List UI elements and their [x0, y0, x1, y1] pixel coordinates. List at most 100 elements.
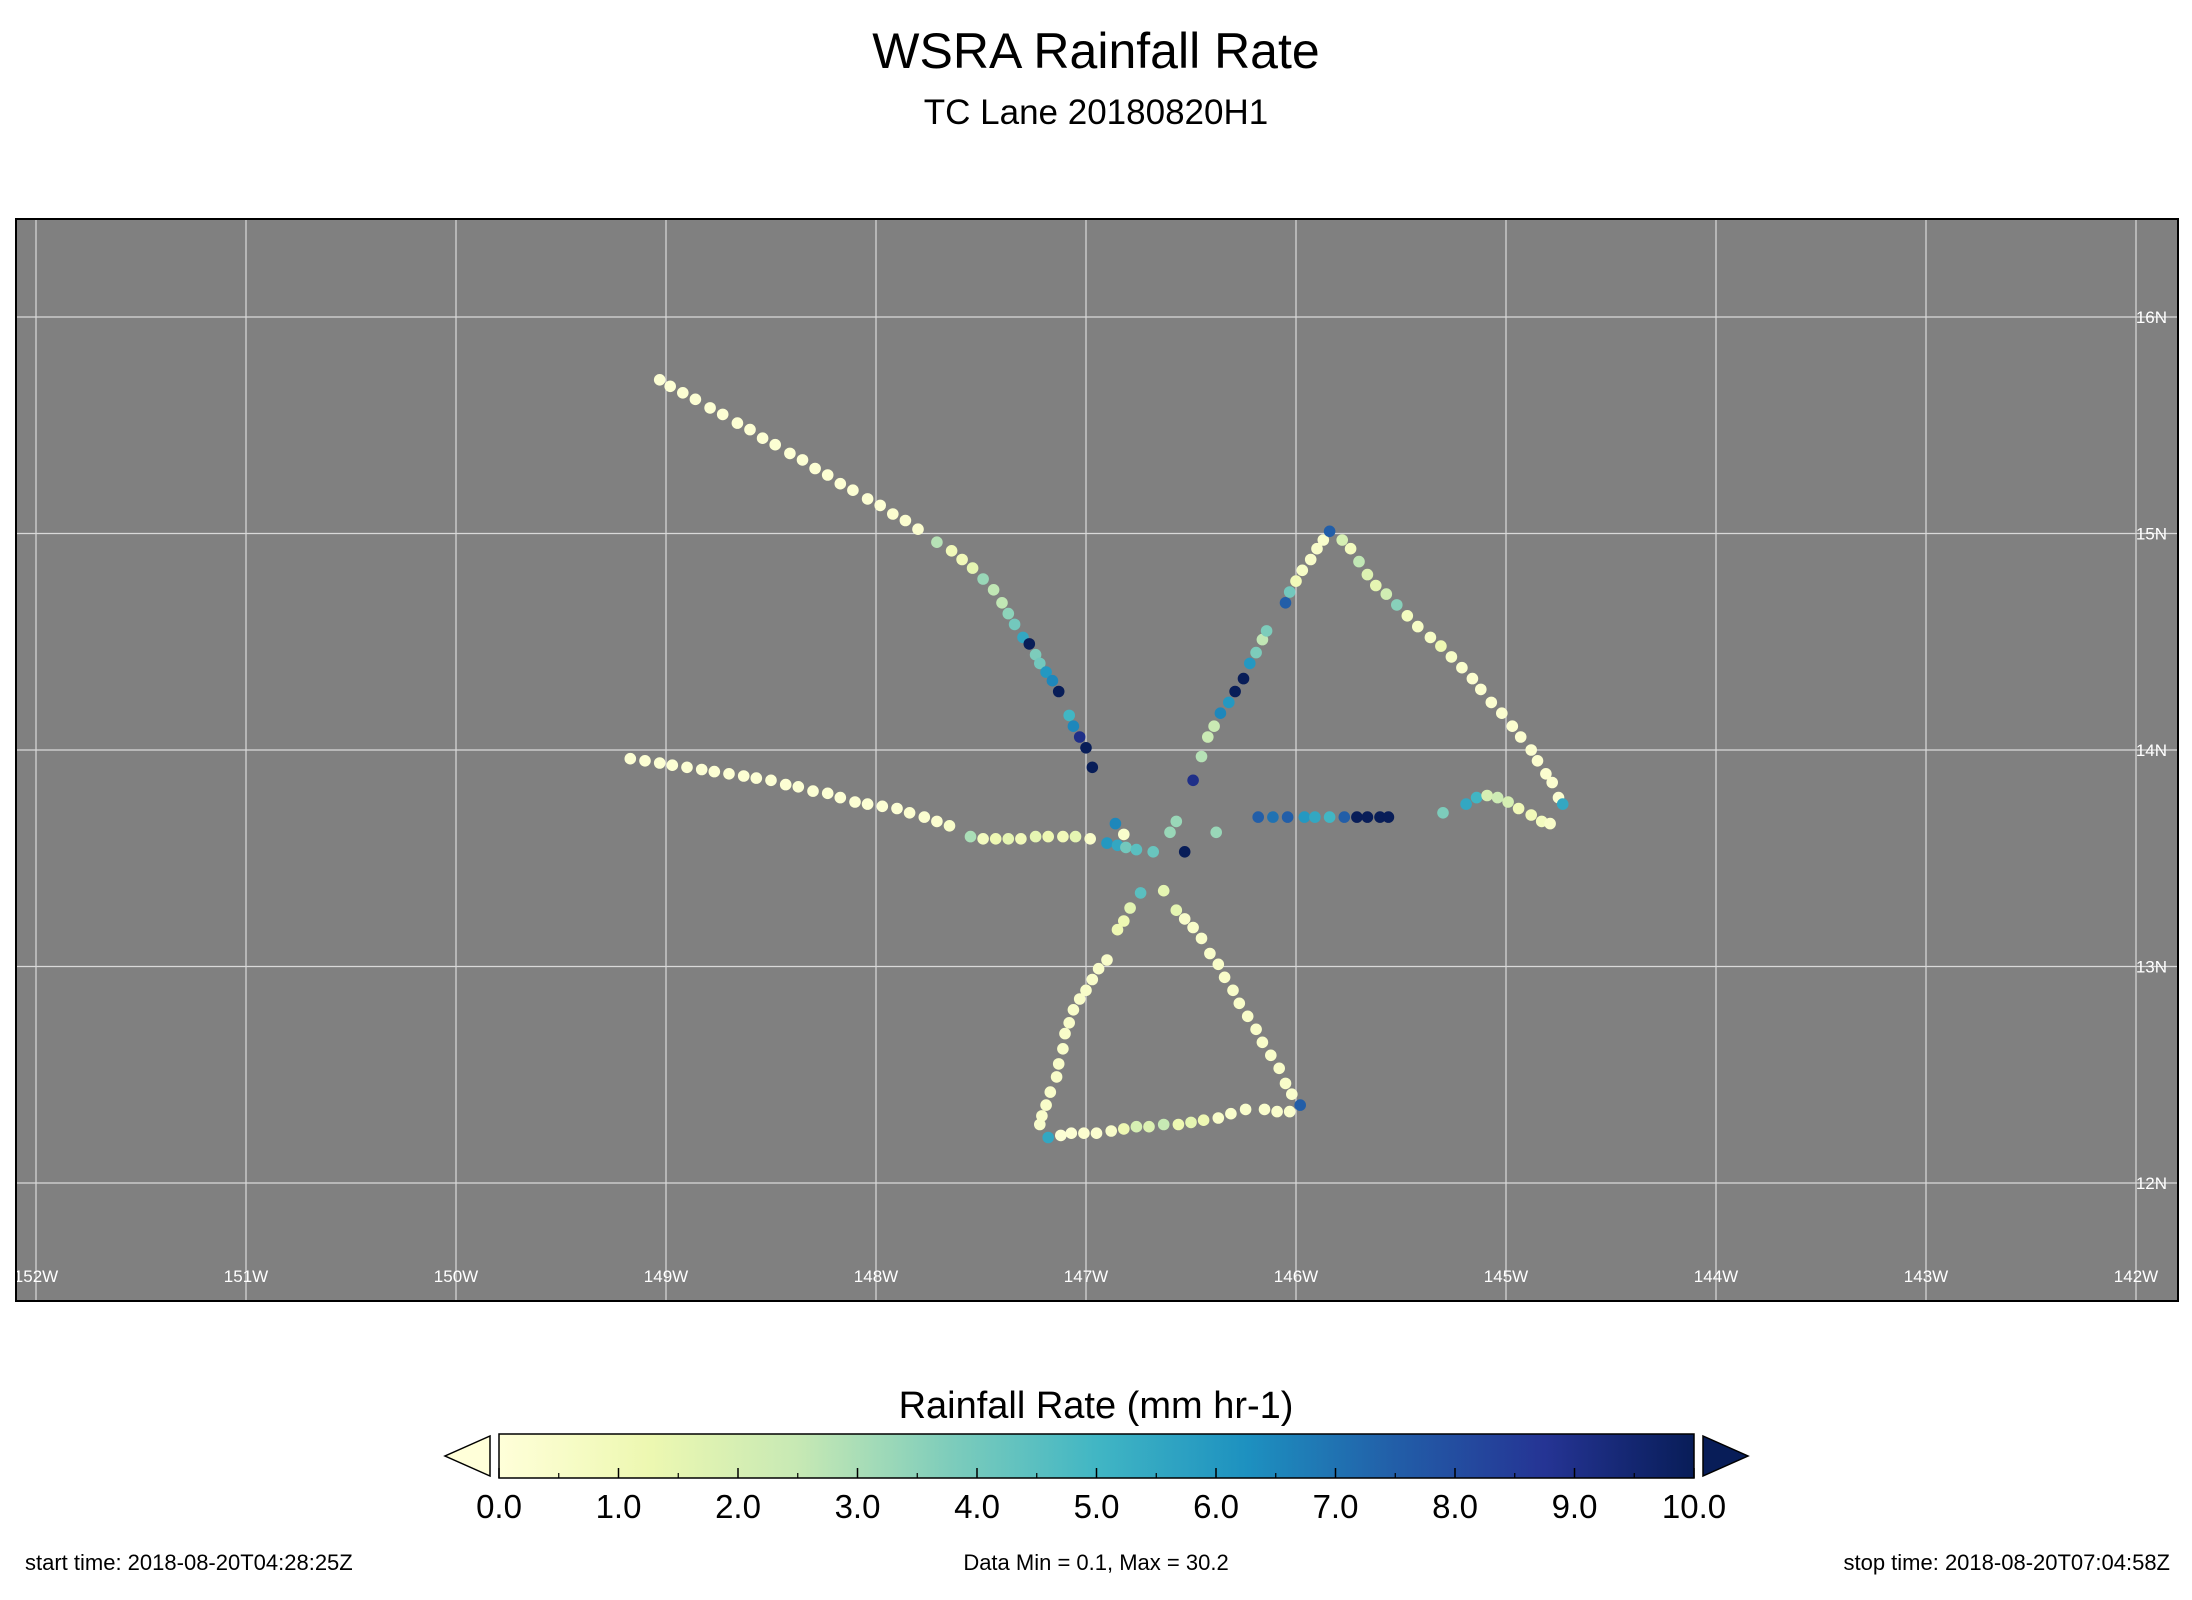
chart-title: WSRA Rainfall Rate — [872, 23, 1320, 79]
rain-point — [1506, 720, 1519, 732]
rain-point — [1556, 798, 1569, 810]
rain-point — [1338, 811, 1351, 823]
colorbar-label: Rainfall Rate (mm hr-1) — [898, 1385, 1294, 1427]
rain-point — [945, 545, 958, 557]
rain-point — [1323, 525, 1336, 538]
rain-point — [1052, 1058, 1065, 1070]
rain-point — [744, 423, 756, 436]
rain-point — [1078, 1127, 1090, 1139]
flight-track-points — [624, 374, 1569, 1144]
rain-point — [1178, 846, 1191, 858]
colorbar-tick-label: 8.0 — [1432, 1488, 1478, 1525]
rain-point — [1531, 755, 1544, 767]
rain-point — [807, 785, 819, 797]
rain-point — [821, 787, 834, 800]
rain-point — [1084, 833, 1096, 845]
rain-point — [849, 796, 861, 808]
rain-point — [1080, 984, 1092, 997]
rain-point — [1401, 610, 1414, 622]
rain-point — [874, 499, 886, 512]
rain-point — [1002, 833, 1015, 845]
rain-point — [1134, 887, 1147, 899]
rain-point — [769, 438, 781, 451]
rain-point — [1237, 672, 1250, 685]
y-tick-label: 15N — [2136, 525, 2167, 544]
rain-point — [1361, 811, 1374, 823]
colorbar-low-extension — [443, 1434, 491, 1478]
rain-point — [1229, 685, 1241, 698]
rain-point — [1204, 947, 1216, 960]
x-tick-label: 146W — [1274, 1267, 1318, 1286]
rain-point — [708, 765, 721, 778]
rain-point — [1073, 731, 1086, 743]
rain-point — [723, 768, 735, 780]
rain-point — [903, 807, 916, 819]
rain-point — [1080, 742, 1092, 754]
rain-point — [1502, 796, 1514, 808]
rain-point — [809, 462, 821, 475]
x-tick-labels: 152W 151W 150W 149W 148W 147W 146W 145W 144W 143W… — [14, 1267, 2158, 1286]
rain-point — [1147, 846, 1159, 858]
rain-point — [1067, 720, 1080, 732]
rain-point — [891, 802, 903, 815]
rain-point — [1317, 534, 1330, 546]
rain-point — [1195, 932, 1208, 945]
rain-point — [1057, 830, 1069, 843]
x-tick-label: 150W — [434, 1267, 478, 1286]
rain-point — [834, 477, 847, 490]
rain-point — [1057, 1043, 1069, 1055]
rain-point — [1445, 651, 1458, 663]
rain-point — [899, 514, 912, 527]
rain-point — [1170, 815, 1183, 828]
y-tick-label: 16N — [2136, 308, 2167, 327]
start-time: start time: 2018-08-20T04:28:25Z — [25, 1550, 353, 1575]
x-tick-label: 149W — [644, 1267, 688, 1286]
rain-point — [653, 374, 666, 386]
rain-point — [1281, 811, 1294, 823]
rain-point — [1323, 811, 1336, 823]
rain-point — [1311, 542, 1323, 555]
rain-point — [1466, 672, 1479, 685]
rain-point — [1092, 962, 1105, 975]
rain-point — [887, 508, 899, 520]
rain-point — [1052, 685, 1065, 698]
rain-point — [1265, 1049, 1277, 1062]
rain-point — [1050, 1071, 1063, 1083]
rain-point — [1412, 620, 1424, 633]
rain-point — [1185, 1116, 1197, 1129]
rain-point — [1475, 683, 1487, 696]
rain-point — [765, 774, 777, 787]
rain-point — [1252, 811, 1264, 823]
colorbar-tick-label: 0.0 — [476, 1488, 522, 1525]
rain-point — [1336, 534, 1348, 546]
rain-point — [1241, 1010, 1254, 1023]
colorbar-tick-label: 1.0 — [596, 1488, 642, 1525]
colorbar-gradient — [498, 1433, 1695, 1479]
rain-point — [1370, 579, 1382, 592]
rain-point — [1309, 811, 1321, 823]
rain-point — [1118, 1123, 1130, 1135]
colorbar-tick-label: 5.0 — [1074, 1488, 1120, 1525]
rain-point — [964, 830, 977, 843]
rain-point — [966, 562, 979, 574]
rain-point — [677, 387, 689, 399]
rain-point — [1391, 599, 1403, 611]
rain-point — [639, 755, 651, 767]
colorbar-tick-label: 6.0 — [1193, 1488, 1239, 1525]
rain-point — [912, 523, 924, 535]
rain-point — [1187, 921, 1199, 934]
rain-point — [1296, 564, 1309, 577]
rain-point — [1178, 913, 1191, 925]
rain-point — [1210, 826, 1222, 839]
rain-point — [1101, 954, 1113, 966]
rain-point — [1069, 830, 1082, 843]
rain-point — [1525, 809, 1537, 821]
rain-point — [1208, 720, 1220, 732]
x-tick-label: 148W — [854, 1267, 898, 1286]
rain-point — [1227, 984, 1239, 997]
rain-point — [1059, 1027, 1071, 1040]
chart-subtitle: TC Lane 20180820H1 — [923, 93, 1269, 132]
rain-point — [1002, 607, 1015, 620]
rain-point — [1351, 811, 1363, 823]
rain-point — [1034, 657, 1046, 670]
